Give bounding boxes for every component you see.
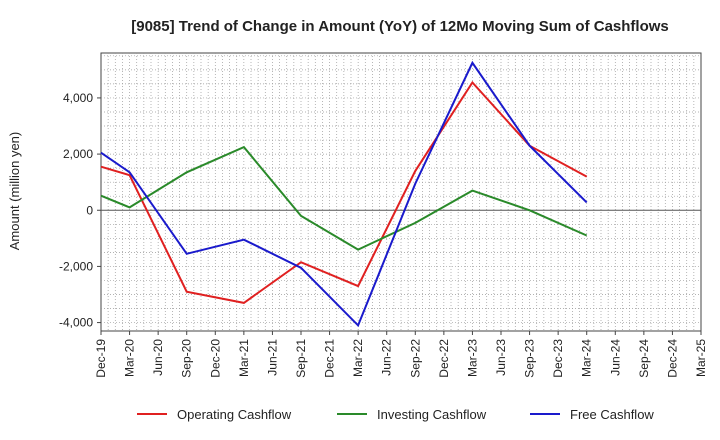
x-tick-label: Jun-20 bbox=[151, 339, 165, 376]
legend-label: Investing Cashflow bbox=[377, 407, 487, 422]
x-tick-label: Dec-21 bbox=[323, 339, 337, 378]
x-tick-label: Dec-20 bbox=[208, 339, 222, 378]
x-tick-label: Dec-22 bbox=[437, 339, 451, 378]
x-tick-label: Jun-23 bbox=[494, 339, 508, 376]
x-tick-label: Mar-24 bbox=[580, 339, 594, 377]
x-tick-label: Sep-21 bbox=[294, 339, 308, 378]
y-tick-label: -4,000 bbox=[59, 316, 93, 330]
y-tick-label: -2,000 bbox=[59, 259, 93, 273]
x-tick-label: Dec-24 bbox=[665, 339, 679, 378]
x-tick-label: Sep-23 bbox=[523, 339, 537, 378]
y-axis-label: Amount (million yen) bbox=[7, 132, 22, 251]
x-tick-label: Jun-22 bbox=[380, 339, 394, 376]
series-line-investing-cashflow bbox=[100, 145, 588, 251]
x-tick-label: Sep-22 bbox=[408, 339, 422, 378]
series-lines bbox=[100, 60, 588, 328]
y-tick-label: 0 bbox=[86, 203, 93, 217]
y-axis-ticks: -4,000 -2,000 0 2,000 4,000 bbox=[59, 91, 101, 330]
legend: Operating Cashflow Investing Cashflow Free… bbox=[137, 407, 654, 422]
grid bbox=[101, 53, 701, 331]
x-tick-label: Jun-21 bbox=[265, 339, 279, 376]
series-line-operating-cashflow bbox=[100, 80, 588, 304]
y-tick-label: 4,000 bbox=[63, 91, 93, 105]
chart-title: [9085] Trend of Change in Amount (YoY) o… bbox=[131, 18, 669, 35]
legend-label: Free Cashflow bbox=[570, 407, 654, 422]
x-tick-label: Sep-20 bbox=[180, 339, 194, 378]
x-tick-label: Mar-25 bbox=[694, 339, 708, 377]
x-tick-label: Dec-19 bbox=[94, 339, 108, 378]
legend-label: Operating Cashflow bbox=[177, 407, 292, 422]
x-tick-label: Mar-21 bbox=[237, 339, 251, 377]
x-tick-label: Mar-20 bbox=[123, 339, 137, 377]
x-tick-label: Mar-22 bbox=[351, 339, 365, 377]
y-tick-label: 2,000 bbox=[63, 147, 93, 161]
x-tick-label: Mar-23 bbox=[465, 339, 479, 377]
x-tick-label: Jun-24 bbox=[608, 339, 622, 376]
x-tick-label: Sep-24 bbox=[637, 339, 651, 378]
x-axis-ticks: Dec-19 Mar-20 Jun-20 Sep-20 Dec-20 Mar-21 Jun-… bbox=[94, 331, 708, 378]
series-line-free-cashflow bbox=[100, 60, 588, 328]
x-tick-label: Dec-23 bbox=[551, 339, 565, 378]
